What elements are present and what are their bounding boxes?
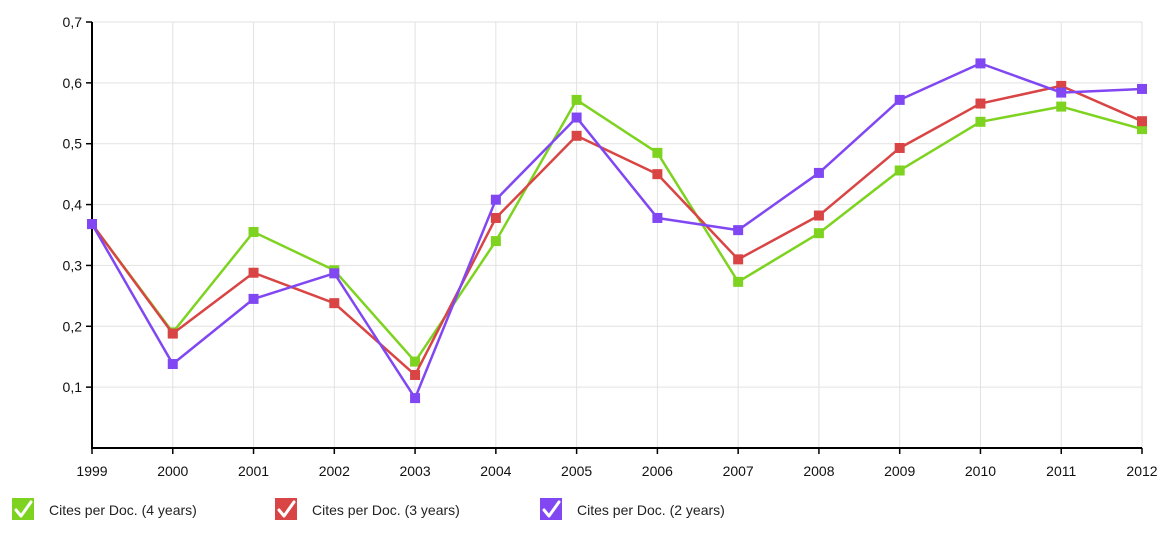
check-icon [277,500,296,518]
data-point[interactable] [1137,124,1147,135]
data-point[interactable] [167,359,178,370]
data-point[interactable] [813,210,824,221]
data-point[interactable] [894,165,905,176]
y-tick-label: 0,3 [63,257,83,273]
data-point[interactable] [571,130,582,141]
series-group [87,58,1147,404]
data-point[interactable] [410,356,421,367]
legend-label: Cites per Doc. (3 years) [312,502,460,518]
data-point[interactable] [894,94,905,105]
x-tick-label: 2007 [723,463,754,479]
data-point[interactable] [490,212,501,223]
y-tick-label: 0,7 [63,14,83,30]
x-tick-label: 2001 [238,463,269,479]
data-point[interactable] [571,94,582,105]
data-point[interactable] [975,98,986,109]
y-tick-label: 0,5 [63,136,83,152]
data-point[interactable] [329,298,340,309]
data-point[interactable] [248,293,259,304]
legend: Cites per Doc. (4 years) Cites per Doc. (… [12,498,725,520]
axes [91,22,1142,449]
x-tick-label: 2008 [803,463,834,479]
check-icon [14,500,33,518]
series-line [90,98,1143,363]
y-tick-label: 0,2 [63,318,83,334]
data-point[interactable] [490,236,501,247]
check-icon [542,500,561,518]
data-point[interactable] [813,228,824,239]
data-point[interactable] [894,142,905,153]
data-point[interactable] [652,147,663,158]
data-point[interactable] [813,167,824,178]
x-tick-label: 2011 [1046,463,1076,479]
y-tick-label: 0,4 [63,197,83,213]
x-tick-label: 2003 [399,463,430,479]
legend-item[interactable]: Cites per Doc. (2 years) [540,498,725,520]
data-point[interactable] [733,225,744,236]
legend-label: Cites per Doc. (4 years) [49,502,197,518]
data-point[interactable] [733,276,744,287]
series-layer [87,58,1147,404]
x-tick-labels: 1999 2000 2001 2002 2003 2004 2005 2006 2007 2008… [76,448,1158,479]
data-point[interactable] [410,393,421,404]
data-point[interactable] [248,267,259,278]
data-point[interactable] [329,268,340,279]
data-point[interactable] [1056,80,1067,91]
x-tick-label: 2010 [965,463,996,479]
x-tick-label: 2000 [157,463,188,479]
x-tick-label: 2005 [561,463,592,479]
data-point[interactable] [490,194,501,205]
legend-label: Cites per Doc. (2 years) [577,502,725,518]
x-tick-label: 2009 [884,463,915,479]
data-point[interactable] [248,226,259,237]
y-tick-label: 0,1 [63,379,83,395]
data-point[interactable] [87,219,97,230]
data-point[interactable] [167,328,178,339]
data-point[interactable] [1137,83,1147,94]
data-point[interactable] [1137,116,1147,127]
legend-item[interactable]: Cites per Doc. (4 years) [12,498,197,520]
data-point[interactable] [1056,101,1067,112]
y-tick-label: 0,6 [63,75,83,91]
data-point[interactable] [975,116,986,127]
data-point[interactable] [652,212,663,223]
data-point[interactable] [733,254,744,265]
series-line [90,62,1143,400]
series-group [87,80,1147,380]
legend-item[interactable]: Cites per Doc. (3 years) [275,498,460,520]
data-point[interactable] [1056,87,1067,98]
x-tick-label: 2012 [1126,463,1157,479]
data-point[interactable] [975,58,986,69]
data-point[interactable] [410,369,421,380]
x-tick-label: 2004 [480,463,511,479]
y-tick-labels: 0,1 0,2 0,3 0,4 0,5 0,6 0,7 [63,14,92,395]
grid [92,21,1143,448]
x-tick-label: 2006 [642,463,673,479]
series-line [90,84,1143,377]
x-tick-label: 1999 [76,463,107,479]
x-tick-label: 2002 [319,463,350,479]
data-point[interactable] [652,169,663,180]
data-point[interactable] [571,112,582,123]
